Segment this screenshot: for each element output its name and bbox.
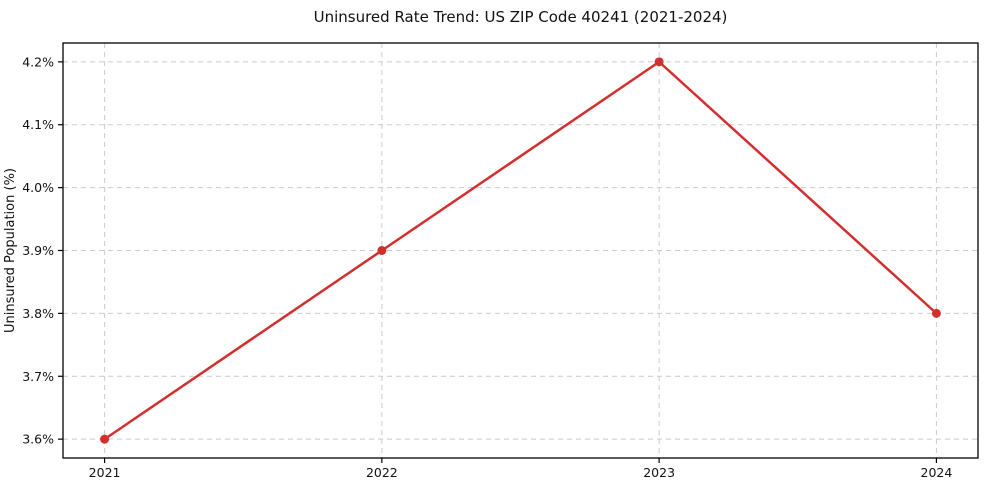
y-tick-label: 3.8%: [22, 306, 54, 321]
data-point: [377, 246, 387, 255]
y-axis-label: Uninsured Population (%): [3, 168, 18, 333]
y-tick-label: 3.9%: [22, 243, 54, 258]
y-tick-label: 4.0%: [22, 180, 54, 195]
x-tick-label: 2023: [643, 465, 675, 480]
data-series: [100, 57, 941, 444]
x-tick-label: 2021: [89, 465, 121, 480]
data-point: [654, 57, 664, 67]
x-tick-label: 2024: [921, 465, 953, 480]
chart-title: Uninsured Rate Trend: US ZIP Code 40241 …: [314, 8, 728, 26]
trend-line: [103, 60, 938, 441]
y-tick-label: 3.6%: [22, 432, 54, 447]
y-tick-label: 4.2%: [22, 54, 54, 69]
x-tick-label: 2022: [366, 465, 398, 480]
data-point: [931, 308, 941, 318]
gridlines: [63, 43, 978, 458]
y-tick-label: 4.1%: [22, 117, 54, 132]
data-point: [100, 434, 110, 444]
y-tick-label: 3.7%: [22, 369, 54, 384]
tick-labels: 3.6% 3.7% 3.8% 3.9% 4.0% 4.1% 4.2% 2021 2022 2023…: [22, 54, 952, 480]
axis-ticks: [58, 61, 938, 463]
